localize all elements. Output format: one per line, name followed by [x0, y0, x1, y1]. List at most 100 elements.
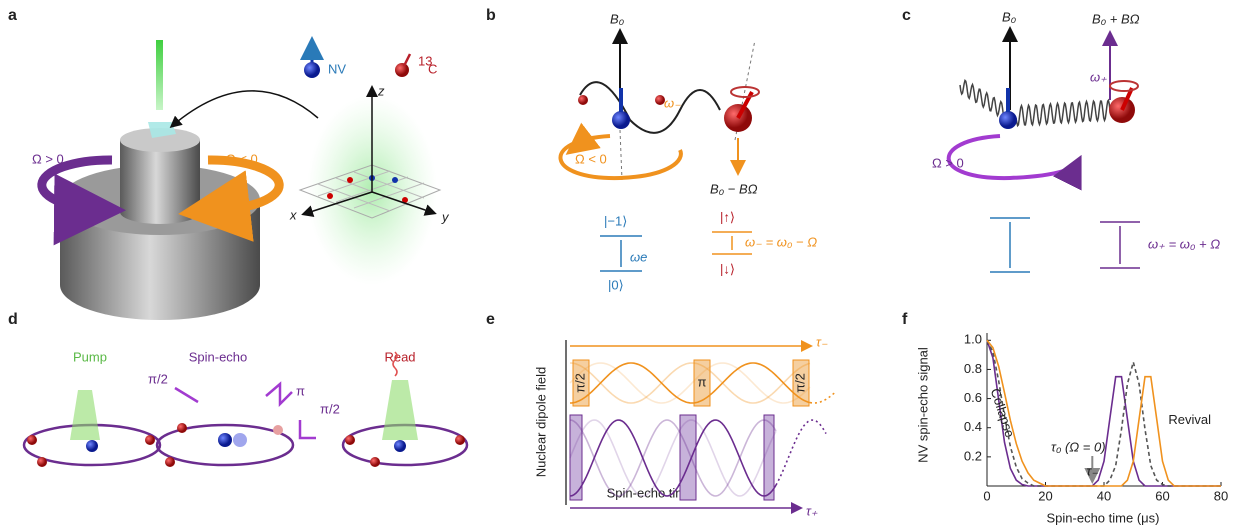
axis-label: y	[441, 209, 450, 224]
panel-label: e	[486, 311, 495, 328]
pulse-symbol	[175, 384, 316, 438]
label: |↑⟩	[720, 209, 735, 224]
label: Ω < 0	[226, 151, 258, 166]
label: B₀ + BΩ	[1092, 11, 1140, 26]
nuclear-spin	[27, 435, 37, 445]
laser-cone	[70, 390, 100, 440]
field-wave	[776, 420, 826, 485]
coupling	[960, 80, 1110, 125]
x-tick-label: 0	[983, 488, 990, 503]
label: τ₋	[816, 334, 828, 349]
nv-spin	[218, 433, 232, 447]
legend-label: C	[428, 61, 437, 76]
label: ω₋	[664, 95, 681, 110]
nv-spin	[612, 111, 630, 129]
panel-d: Pump Spin-echo Read π/2 π π/2	[24, 349, 467, 467]
field-wave	[570, 363, 810, 403]
panel-label: b	[486, 7, 496, 24]
annotation: Revival	[1168, 412, 1211, 427]
zoom-arrow	[172, 91, 318, 126]
coupling	[580, 82, 720, 133]
field-wave	[810, 392, 836, 404]
laser-beam	[156, 40, 163, 110]
rotation-arrow	[949, 136, 1078, 178]
annotation: Collapse	[988, 386, 1018, 439]
panel-e: Nuclear dipole field τ₋ τ₊ Spin-echo tim…	[533, 334, 836, 518]
y-tick-label: 1.0	[964, 332, 982, 347]
series-label: τ₋	[1086, 463, 1098, 478]
field-wave	[570, 363, 810, 403]
pulse	[680, 415, 696, 500]
pulse-label: π/2	[148, 371, 168, 386]
pulse-label: π/2	[320, 401, 340, 416]
y-tick-label: 0.8	[964, 361, 982, 376]
x-axis-label: Spin-echo time (μs)	[1047, 510, 1160, 525]
x-tick-label: 40	[1097, 488, 1111, 503]
pulse-label: π	[296, 383, 305, 398]
rotor-shaft	[120, 140, 200, 224]
nuclear-spin	[370, 457, 380, 467]
series-label: τ₀ (Ω = 0)	[1051, 439, 1106, 454]
axis	[620, 130, 622, 180]
label: B₀ − BΩ	[710, 181, 758, 196]
label: |−1⟩	[604, 213, 627, 228]
pulse-label: π/2	[572, 373, 587, 393]
nv-spin	[394, 440, 406, 452]
label: ω₊ = ω₀ + Ω	[1148, 236, 1220, 251]
laser-cone	[382, 380, 418, 440]
panel-f: NV spin-echo signal Spin-echo time (μs) …	[915, 332, 1228, 526]
panel-c: B₀ B₀ + BΩ ω₊ Ω > 0 ω₊ = ω₀ + Ω	[932, 9, 1220, 272]
nuclear-spin	[145, 435, 155, 445]
label: B₀	[610, 11, 625, 26]
x-tick-label: 60	[1155, 488, 1169, 503]
nuclear-spin	[177, 423, 187, 433]
panel-a: Ω > 0 Ω < 0 z x y NV 13 C	[32, 40, 450, 320]
c13-icon	[395, 63, 409, 77]
x-tick-label: 80	[1214, 488, 1228, 503]
nv-icon	[304, 62, 320, 78]
legend-label: NV	[328, 61, 346, 76]
nuclear-spin	[345, 435, 355, 445]
nv-spin	[233, 433, 247, 447]
label: Ω > 0	[932, 155, 964, 170]
label: B₀	[1002, 9, 1017, 24]
y-tick-label: 0.4	[964, 419, 982, 434]
x-tick-label: 20	[1038, 488, 1052, 503]
label: ω₊	[1090, 69, 1107, 84]
label: |↓⟩	[720, 261, 735, 276]
panel-label: f	[902, 311, 908, 328]
axis-label: z	[377, 83, 385, 98]
panel-label: a	[8, 7, 17, 24]
figure: a b c d e f Ω > 0 Ω < 0 z x y NV 13 C B₀…	[0, 0, 1239, 528]
nuclear-spin	[273, 425, 283, 435]
label: Ω > 0	[32, 151, 64, 166]
nv-spin	[999, 111, 1017, 129]
label: ω₋ = ω₀ − Ω	[745, 234, 817, 249]
axis-label: x	[289, 207, 297, 222]
y-tick-label: 0.6	[964, 390, 982, 405]
atom	[392, 177, 398, 183]
panel-label: c	[902, 7, 911, 24]
spin-arrow	[404, 54, 410, 66]
pulse-label: π/2	[792, 373, 807, 393]
atom	[347, 177, 353, 183]
label: τ₊	[806, 503, 818, 518]
nuclear-spin	[37, 457, 47, 467]
label: |0⟩	[608, 277, 624, 292]
nv-spin	[86, 440, 98, 452]
panel-b: B₀ ω₋ Ω < 0 B₀ − BΩ |−1⟩ |0⟩ ωe |↑⟩ |↓⟩ …	[560, 11, 817, 292]
step-label: Read	[384, 349, 415, 364]
y-axis-label: NV spin-echo signal	[915, 347, 930, 463]
atom	[327, 193, 333, 199]
pulse	[764, 415, 774, 500]
precession	[1110, 81, 1138, 91]
panel-label: d	[8, 311, 18, 328]
nuclear-spin	[578, 95, 588, 105]
label: ωe	[630, 249, 647, 264]
step-label: Pump	[73, 349, 107, 364]
y-tick-label: 0.2	[964, 448, 982, 463]
axis-label: Nuclear dipole field	[533, 367, 548, 478]
field-wave	[570, 363, 810, 403]
step-label: Spin-echo	[189, 349, 248, 364]
nuclear-spin	[165, 457, 175, 467]
